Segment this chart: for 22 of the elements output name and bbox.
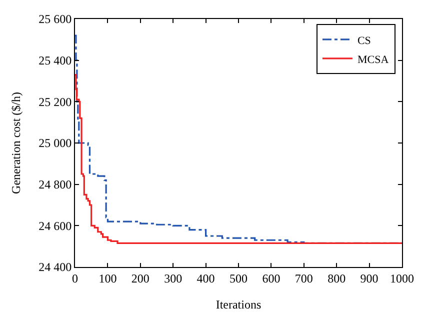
x-tick-label: 1000 xyxy=(390,271,414,286)
y-tick-label: 25 400 xyxy=(38,54,72,68)
x-tick-label: 300 xyxy=(164,271,182,286)
y-axis-title: Generation cost ($/h) xyxy=(8,92,23,194)
y-tick-label: 24 800 xyxy=(38,178,72,192)
legend-label: CS xyxy=(357,34,371,47)
x-tick-label: 400 xyxy=(196,271,215,286)
y-tick-label: 24 400 xyxy=(38,260,72,274)
y-tick-label: 25 200 xyxy=(38,94,72,109)
x-tick-label: 200 xyxy=(131,271,150,286)
x-tick-label: 600 xyxy=(262,271,280,286)
x-axis-title: Iterations xyxy=(216,297,262,312)
y-tick-label: 25 000 xyxy=(38,136,72,150)
y-tick-label: 24 600 xyxy=(38,218,72,233)
legend-label: MCSA xyxy=(357,54,389,66)
x-tick-label: 800 xyxy=(328,271,346,286)
x-tick-label: 900 xyxy=(360,271,378,286)
y-tick-label: 25 600 xyxy=(38,12,72,26)
x-tick-label: 0 xyxy=(72,271,78,286)
x-tick-label: 100 xyxy=(98,271,117,286)
x-tick-label: 500 xyxy=(230,271,248,286)
x-tick-label: 700 xyxy=(294,271,313,286)
